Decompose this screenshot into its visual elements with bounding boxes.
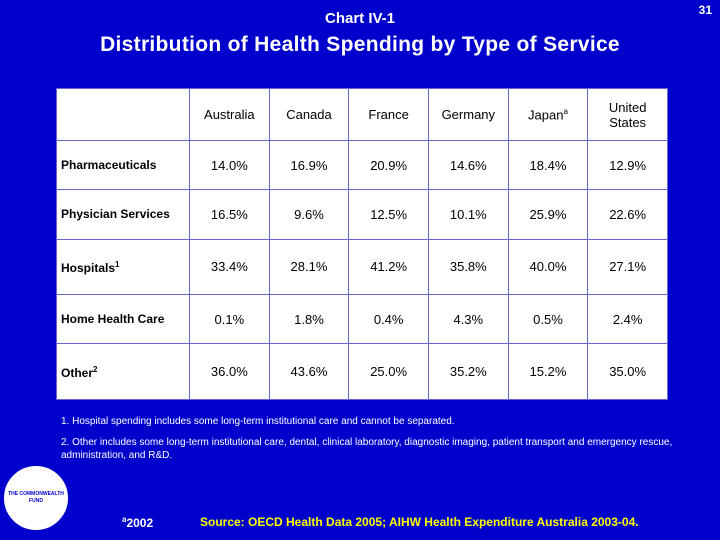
table-cell: 4.3% bbox=[427, 294, 509, 345]
col-header-canada: Canada bbox=[268, 88, 350, 141]
japan-footnote-marker: a bbox=[563, 106, 568, 116]
logo-text: THE COMMONWEALTH FUND bbox=[8, 491, 64, 504]
commonwealth-fund-logo: THE COMMONWEALTH FUND bbox=[4, 466, 68, 530]
table-cell: 35.2% bbox=[427, 343, 509, 400]
table-cell: 22.6% bbox=[587, 189, 668, 240]
table-cell: 9.6% bbox=[268, 189, 350, 240]
table-cell: 35.0% bbox=[587, 343, 668, 400]
table-cell: 35.8% bbox=[427, 238, 509, 296]
table-cell: 27.1% bbox=[587, 238, 668, 296]
page-number: 31 bbox=[698, 3, 712, 17]
table-cell: 33.4% bbox=[189, 238, 270, 296]
col-header-australia: Australia bbox=[189, 88, 270, 141]
table-cell: 14.6% bbox=[427, 139, 509, 191]
table-header-row: Australia Canada France Germany Japana U… bbox=[56, 88, 668, 141]
col-header-germany: Germany bbox=[427, 88, 509, 141]
footnote-marker: 2 bbox=[93, 365, 98, 375]
table-cell: 18.4% bbox=[507, 139, 589, 191]
col-header-japan-label: Japan bbox=[528, 107, 564, 123]
as-of-year: 2002 bbox=[126, 516, 154, 530]
footnote-marker: 1 bbox=[115, 260, 120, 270]
source-line: Source: OECD Health Data 2005; AIHW Heal… bbox=[200, 515, 639, 529]
page-title: Distribution of Health Spending by Type … bbox=[100, 33, 620, 56]
col-header-france: France bbox=[348, 88, 429, 141]
table-cell: 25.9% bbox=[507, 189, 589, 240]
table-cell: 15.2% bbox=[507, 343, 589, 400]
footnote-1: 1. Hospital spending includes some long-… bbox=[61, 416, 455, 427]
table-cell: 2.4% bbox=[587, 294, 668, 345]
footnotes: 1. Hospital spending includes some long-… bbox=[61, 415, 681, 470]
table-cell: 12.5% bbox=[348, 189, 429, 240]
chart-label: Chart IV-1 bbox=[324, 10, 396, 27]
table-row: Home Health Care 0.1% 1.8% 0.4% 4.3% 0.5… bbox=[56, 294, 668, 345]
table-cell: 16.9% bbox=[268, 139, 350, 191]
table-cell: 41.2% bbox=[348, 238, 429, 296]
table-cell: 1.8% bbox=[268, 294, 350, 345]
table-corner bbox=[56, 88, 190, 141]
table-cell: 0.4% bbox=[348, 294, 429, 345]
table-cell: 16.5% bbox=[189, 189, 270, 240]
col-header-united-states: United States bbox=[587, 88, 668, 141]
as-of-note: a2002 bbox=[122, 515, 153, 530]
table-cell: 36.0% bbox=[189, 343, 270, 400]
table-cell: 25.0% bbox=[348, 343, 429, 400]
col-header-japan: Japana bbox=[507, 88, 589, 141]
table-cell: 14.0% bbox=[189, 139, 270, 191]
table-row: Other2 36.0% 43.6% 25.0% 35.2% 15.2% 35.… bbox=[56, 343, 668, 400]
row-label-pharmaceuticals: Pharmaceuticals bbox=[56, 139, 190, 191]
table-cell: 0.5% bbox=[507, 294, 589, 345]
table-row: Pharmaceuticals 14.0% 16.9% 20.9% 14.6% … bbox=[56, 139, 668, 191]
row-label-physician-services: Physician Services bbox=[56, 189, 190, 240]
table-row: Hospitals1 33.4% 28.1% 41.2% 35.8% 40.0%… bbox=[56, 238, 668, 296]
spending-table: Australia Canada France Germany Japana U… bbox=[56, 88, 668, 400]
table-cell: 10.1% bbox=[427, 189, 509, 240]
as-of-marker: a bbox=[122, 515, 127, 524]
table-cell: 0.1% bbox=[189, 294, 270, 345]
table-row: Physician Services 16.5% 9.6% 12.5% 10.1… bbox=[56, 189, 668, 240]
row-label-other: Other2 bbox=[56, 343, 190, 400]
table-cell: 12.9% bbox=[587, 139, 668, 191]
table-cell: 40.0% bbox=[507, 238, 589, 296]
footnote-2: 2. Other includes some long-term institu… bbox=[61, 437, 673, 461]
table-cell: 43.6% bbox=[268, 343, 350, 400]
table-cell: 28.1% bbox=[268, 238, 350, 296]
row-label-hospitals: Hospitals1 bbox=[56, 238, 190, 296]
table-cell: 20.9% bbox=[348, 139, 429, 191]
row-label-home-health-care: Home Health Care bbox=[56, 294, 190, 345]
